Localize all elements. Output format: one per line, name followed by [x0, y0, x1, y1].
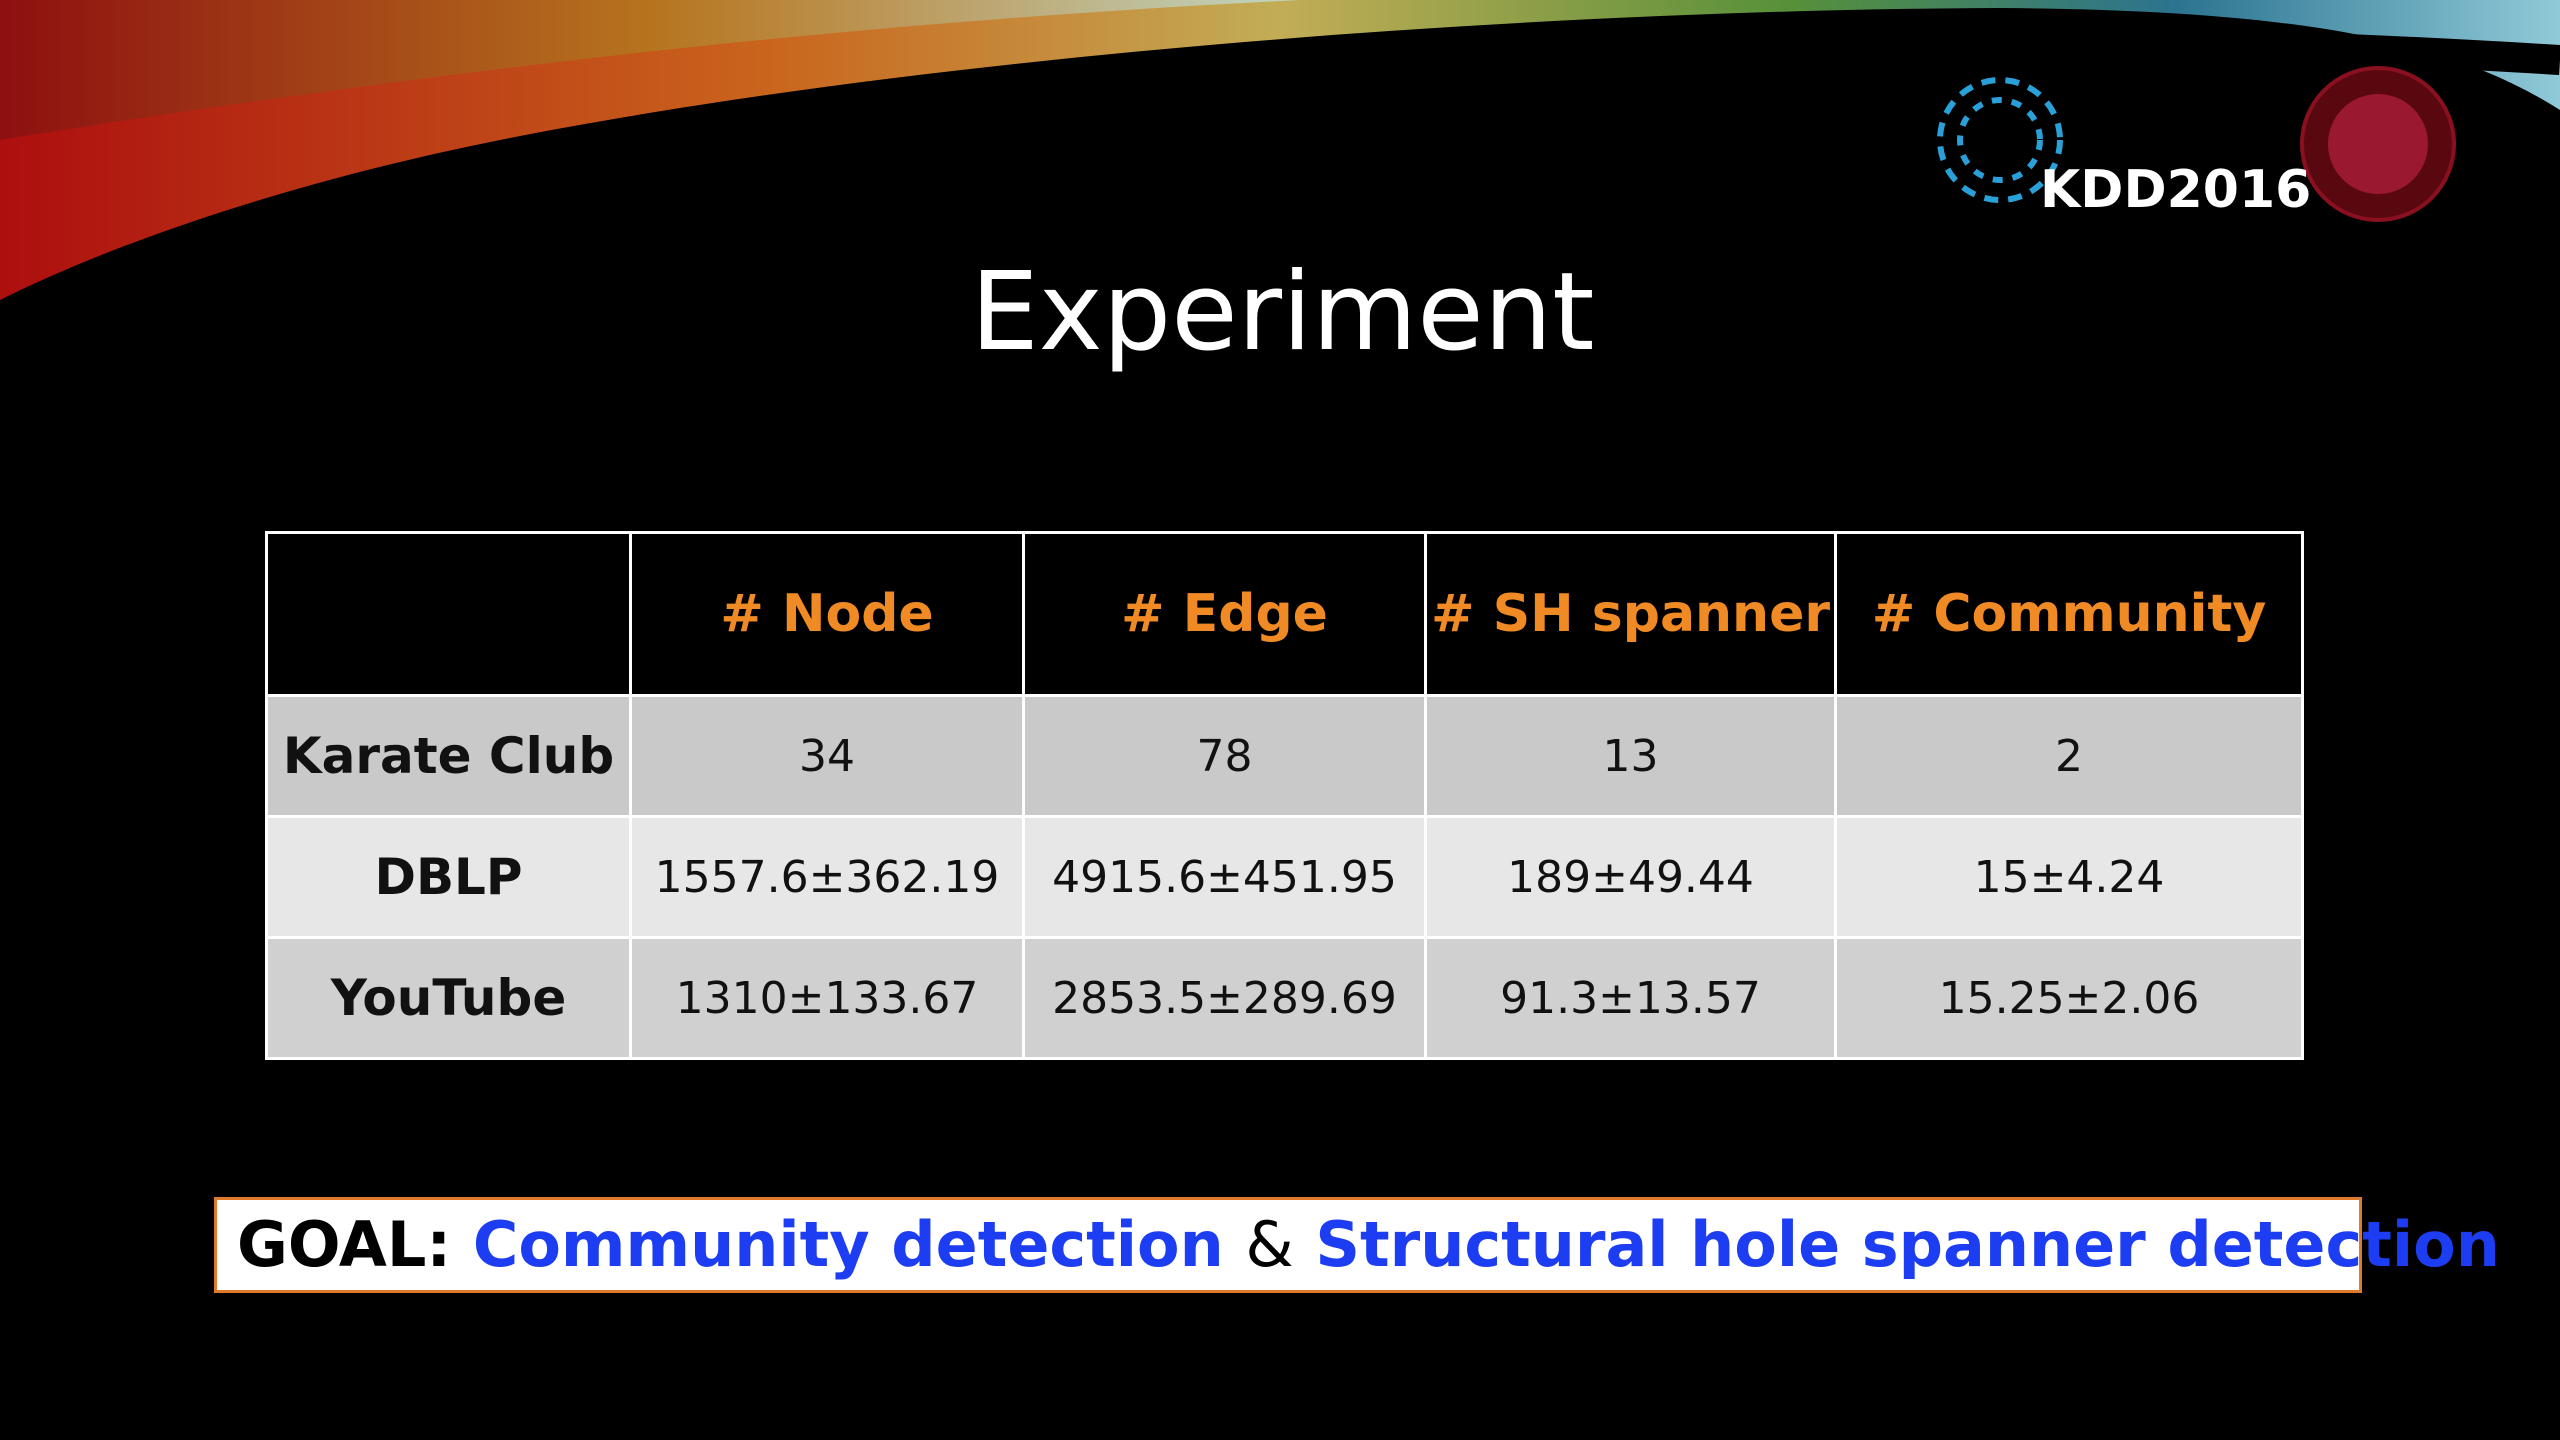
decoration	[0, 0, 2560, 300]
logo-text: KDD2016	[2040, 160, 2312, 220]
table-row: YouTube 1310±133.67 2853.5±289.69 91.3±13.5…	[265, 936, 2304, 1060]
table-cell: 34	[629, 694, 1025, 818]
university-seal	[2300, 66, 2456, 222]
row-header: Karate Club	[265, 694, 632, 818]
row-header: DBLP	[265, 815, 632, 939]
column-header: # Community	[1834, 531, 2304, 697]
goal-part: Structural hole spanner detection	[1315, 1208, 2500, 1281]
column-header: # SH spanner	[1424, 531, 1837, 697]
table-cell: 13	[1424, 694, 1837, 818]
header-row: # Node # Edge # SH spanner # Community	[265, 531, 2304, 697]
table-cell: 15±4.24	[1834, 815, 2304, 939]
goal-part: Community detection	[472, 1208, 1224, 1281]
table-cell: 189±49.44	[1424, 815, 1837, 939]
slide-title: Experiment	[970, 250, 1595, 375]
kdd-logo-mark	[1937, 77, 2063, 203]
column-header: # Edge	[1022, 531, 1427, 697]
row-header: YouTube	[265, 936, 632, 1060]
table-cell: 1557.6±362.19	[629, 815, 1025, 939]
goal-box: GOAL: Community detection & Structural h…	[214, 1197, 2500, 1293]
table-cell: 15.25±2.06	[1834, 936, 2304, 1060]
table-cell: 78	[1022, 694, 1427, 818]
data-table: # Node # Edge # SH spanner # Community Kara…	[265, 531, 2304, 1060]
table-cell: 1310±133.67	[629, 936, 1025, 1060]
table-cell: 2	[1834, 694, 2304, 818]
table-row: DBLP 1557.6±362.19 4915.6±451.95 189±49.44 1…	[265, 815, 2304, 939]
table-cell: 91.3±13.57	[1424, 936, 1837, 1060]
table-row: Karate Club 34 78 13 2	[265, 694, 2304, 818]
goal-connector: &	[1245, 1208, 1294, 1281]
corner-cell	[265, 531, 632, 697]
column-header: # Node	[629, 531, 1025, 697]
goal-label: GOAL:	[237, 1208, 452, 1281]
table-cell: 4915.6±451.95	[1022, 815, 1427, 939]
table-cell: 2853.5±289.69	[1022, 936, 1427, 1060]
